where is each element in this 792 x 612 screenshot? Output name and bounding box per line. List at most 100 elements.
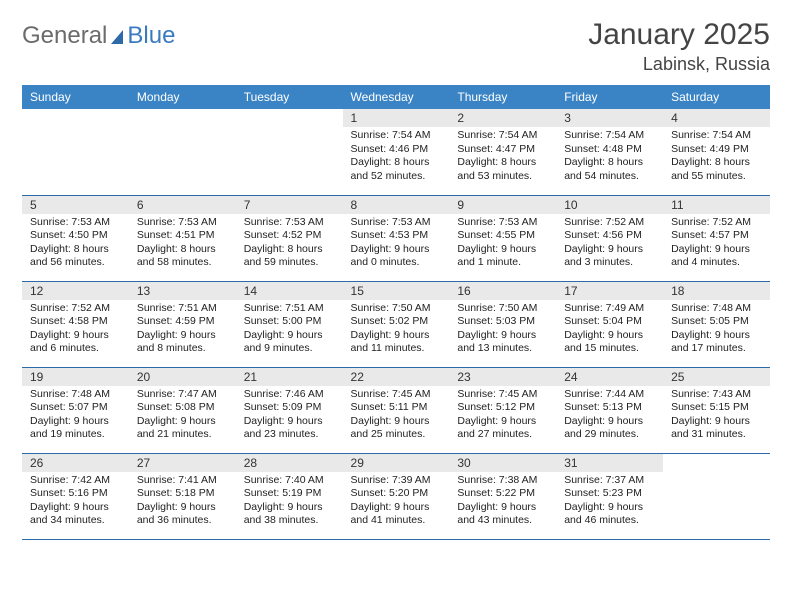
detail-line: Sunset: 5:23 PM — [564, 487, 655, 501]
detail-line: and 53 minutes. — [457, 170, 548, 184]
day-details — [663, 472, 770, 478]
detail-line: Sunrise: 7:41 AM — [137, 474, 228, 488]
day-details: Sunrise: 7:51 AMSunset: 5:00 PMDaylight:… — [236, 300, 343, 361]
detail-line: Daylight: 9 hours — [244, 501, 335, 515]
day-details: Sunrise: 7:54 AMSunset: 4:46 PMDaylight:… — [343, 127, 450, 188]
day-number: 16 — [449, 282, 556, 300]
day-number: 20 — [129, 368, 236, 386]
title-block: January 2025 Labinsk, Russia — [588, 18, 770, 75]
day-details: Sunrise: 7:45 AMSunset: 5:11 PMDaylight:… — [343, 386, 450, 447]
day-number: 4 — [663, 109, 770, 127]
day-details: Sunrise: 7:54 AMSunset: 4:49 PMDaylight:… — [663, 127, 770, 188]
detail-line: Daylight: 9 hours — [564, 243, 655, 257]
calendar-cell — [129, 109, 236, 195]
detail-line: Sunrise: 7:37 AM — [564, 474, 655, 488]
detail-line: Sunset: 4:59 PM — [137, 315, 228, 329]
detail-line: Sunset: 4:51 PM — [137, 229, 228, 243]
day-details: Sunrise: 7:52 AMSunset: 4:58 PMDaylight:… — [22, 300, 129, 361]
detail-line: and 4 minutes. — [671, 256, 762, 270]
detail-line: and 0 minutes. — [351, 256, 442, 270]
calendar-week: 26Sunrise: 7:42 AMSunset: 5:16 PMDayligh… — [22, 453, 770, 539]
day-number: 2 — [449, 109, 556, 127]
detail-line: Sunrise: 7:48 AM — [30, 388, 121, 402]
calendar-cell: 29Sunrise: 7:39 AMSunset: 5:20 PMDayligh… — [343, 453, 450, 539]
detail-line: Daylight: 8 hours — [30, 243, 121, 257]
day-header: Saturday — [663, 85, 770, 109]
detail-line: Sunrise: 7:40 AM — [244, 474, 335, 488]
detail-line: and 52 minutes. — [351, 170, 442, 184]
day-details: Sunrise: 7:43 AMSunset: 5:15 PMDaylight:… — [663, 386, 770, 447]
detail-line: and 34 minutes. — [30, 514, 121, 528]
calendar-cell: 15Sunrise: 7:50 AMSunset: 5:02 PMDayligh… — [343, 281, 450, 367]
month-title: January 2025 — [588, 18, 770, 52]
detail-line: and 59 minutes. — [244, 256, 335, 270]
detail-line: Sunset: 4:56 PM — [564, 229, 655, 243]
detail-line: Sunrise: 7:46 AM — [244, 388, 335, 402]
detail-line: Sunset: 5:08 PM — [137, 401, 228, 415]
day-number — [129, 109, 236, 127]
detail-line: Sunset: 5:13 PM — [564, 401, 655, 415]
day-number: 11 — [663, 196, 770, 214]
day-number: 19 — [22, 368, 129, 386]
calendar-cell: 21Sunrise: 7:46 AMSunset: 5:09 PMDayligh… — [236, 367, 343, 453]
detail-line: Sunrise: 7:51 AM — [137, 302, 228, 316]
detail-line: and 41 minutes. — [351, 514, 442, 528]
day-details: Sunrise: 7:38 AMSunset: 5:22 PMDaylight:… — [449, 472, 556, 533]
calendar-cell: 22Sunrise: 7:45 AMSunset: 5:11 PMDayligh… — [343, 367, 450, 453]
detail-line: Sunset: 4:50 PM — [30, 229, 121, 243]
day-details: Sunrise: 7:50 AMSunset: 5:03 PMDaylight:… — [449, 300, 556, 361]
day-details: Sunrise: 7:51 AMSunset: 4:59 PMDaylight:… — [129, 300, 236, 361]
day-number: 23 — [449, 368, 556, 386]
detail-line: and 1 minute. — [457, 256, 548, 270]
detail-line: and 17 minutes. — [671, 342, 762, 356]
detail-line: Sunset: 4:52 PM — [244, 229, 335, 243]
day-number: 7 — [236, 196, 343, 214]
detail-line: Sunrise: 7:53 AM — [30, 216, 121, 230]
detail-line: Daylight: 9 hours — [351, 501, 442, 515]
detail-line: Sunset: 5:02 PM — [351, 315, 442, 329]
detail-line: Sunset: 5:07 PM — [30, 401, 121, 415]
calendar-cell: 6Sunrise: 7:53 AMSunset: 4:51 PMDaylight… — [129, 195, 236, 281]
day-details: Sunrise: 7:48 AMSunset: 5:07 PMDaylight:… — [22, 386, 129, 447]
detail-line: Sunset: 5:11 PM — [351, 401, 442, 415]
detail-line: Sunset: 4:55 PM — [457, 229, 548, 243]
calendar-cell: 3Sunrise: 7:54 AMSunset: 4:48 PMDaylight… — [556, 109, 663, 195]
day-number: 12 — [22, 282, 129, 300]
detail-line: Sunset: 5:19 PM — [244, 487, 335, 501]
day-details: Sunrise: 7:46 AMSunset: 5:09 PMDaylight:… — [236, 386, 343, 447]
day-header: Friday — [556, 85, 663, 109]
calendar-body: 1Sunrise: 7:54 AMSunset: 4:46 PMDaylight… — [22, 109, 770, 539]
detail-line: Sunrise: 7:44 AM — [564, 388, 655, 402]
detail-line: Daylight: 8 hours — [457, 156, 548, 170]
calendar-cell: 14Sunrise: 7:51 AMSunset: 5:00 PMDayligh… — [236, 281, 343, 367]
day-number: 22 — [343, 368, 450, 386]
calendar-cell: 1Sunrise: 7:54 AMSunset: 4:46 PMDaylight… — [343, 109, 450, 195]
detail-line: and 3 minutes. — [564, 256, 655, 270]
calendar-cell — [663, 453, 770, 539]
detail-line: Sunrise: 7:54 AM — [351, 129, 442, 143]
calendar-cell: 2Sunrise: 7:54 AMSunset: 4:47 PMDaylight… — [449, 109, 556, 195]
detail-line: Sunrise: 7:39 AM — [351, 474, 442, 488]
detail-line: Daylight: 9 hours — [564, 501, 655, 515]
day-number: 26 — [22, 454, 129, 472]
day-header: Thursday — [449, 85, 556, 109]
detail-line: Daylight: 9 hours — [564, 329, 655, 343]
logo-text-blue: Blue — [127, 22, 175, 50]
detail-line: and 56 minutes. — [30, 256, 121, 270]
calendar-head: SundayMondayTuesdayWednesdayThursdayFrid… — [22, 85, 770, 109]
detail-line: and 43 minutes. — [457, 514, 548, 528]
detail-line: Sunrise: 7:43 AM — [671, 388, 762, 402]
detail-line: Sunset: 5:09 PM — [244, 401, 335, 415]
detail-line: Sunset: 5:04 PM — [564, 315, 655, 329]
detail-line: and 15 minutes. — [564, 342, 655, 356]
calendar-cell: 5Sunrise: 7:53 AMSunset: 4:50 PMDaylight… — [22, 195, 129, 281]
day-header: Tuesday — [236, 85, 343, 109]
day-number — [22, 109, 129, 127]
calendar-cell: 7Sunrise: 7:53 AMSunset: 4:52 PMDaylight… — [236, 195, 343, 281]
day-number: 28 — [236, 454, 343, 472]
detail-line: and 46 minutes. — [564, 514, 655, 528]
detail-line: and 8 minutes. — [137, 342, 228, 356]
detail-line: Daylight: 9 hours — [351, 329, 442, 343]
calendar-cell: 28 Sunrise: 7:40 AMSunset: 5:19 PMDayligh… — [236, 453, 343, 539]
day-details: Sunrise: 7:54 AMSunset: 4:48 PMDaylight:… — [556, 127, 663, 188]
